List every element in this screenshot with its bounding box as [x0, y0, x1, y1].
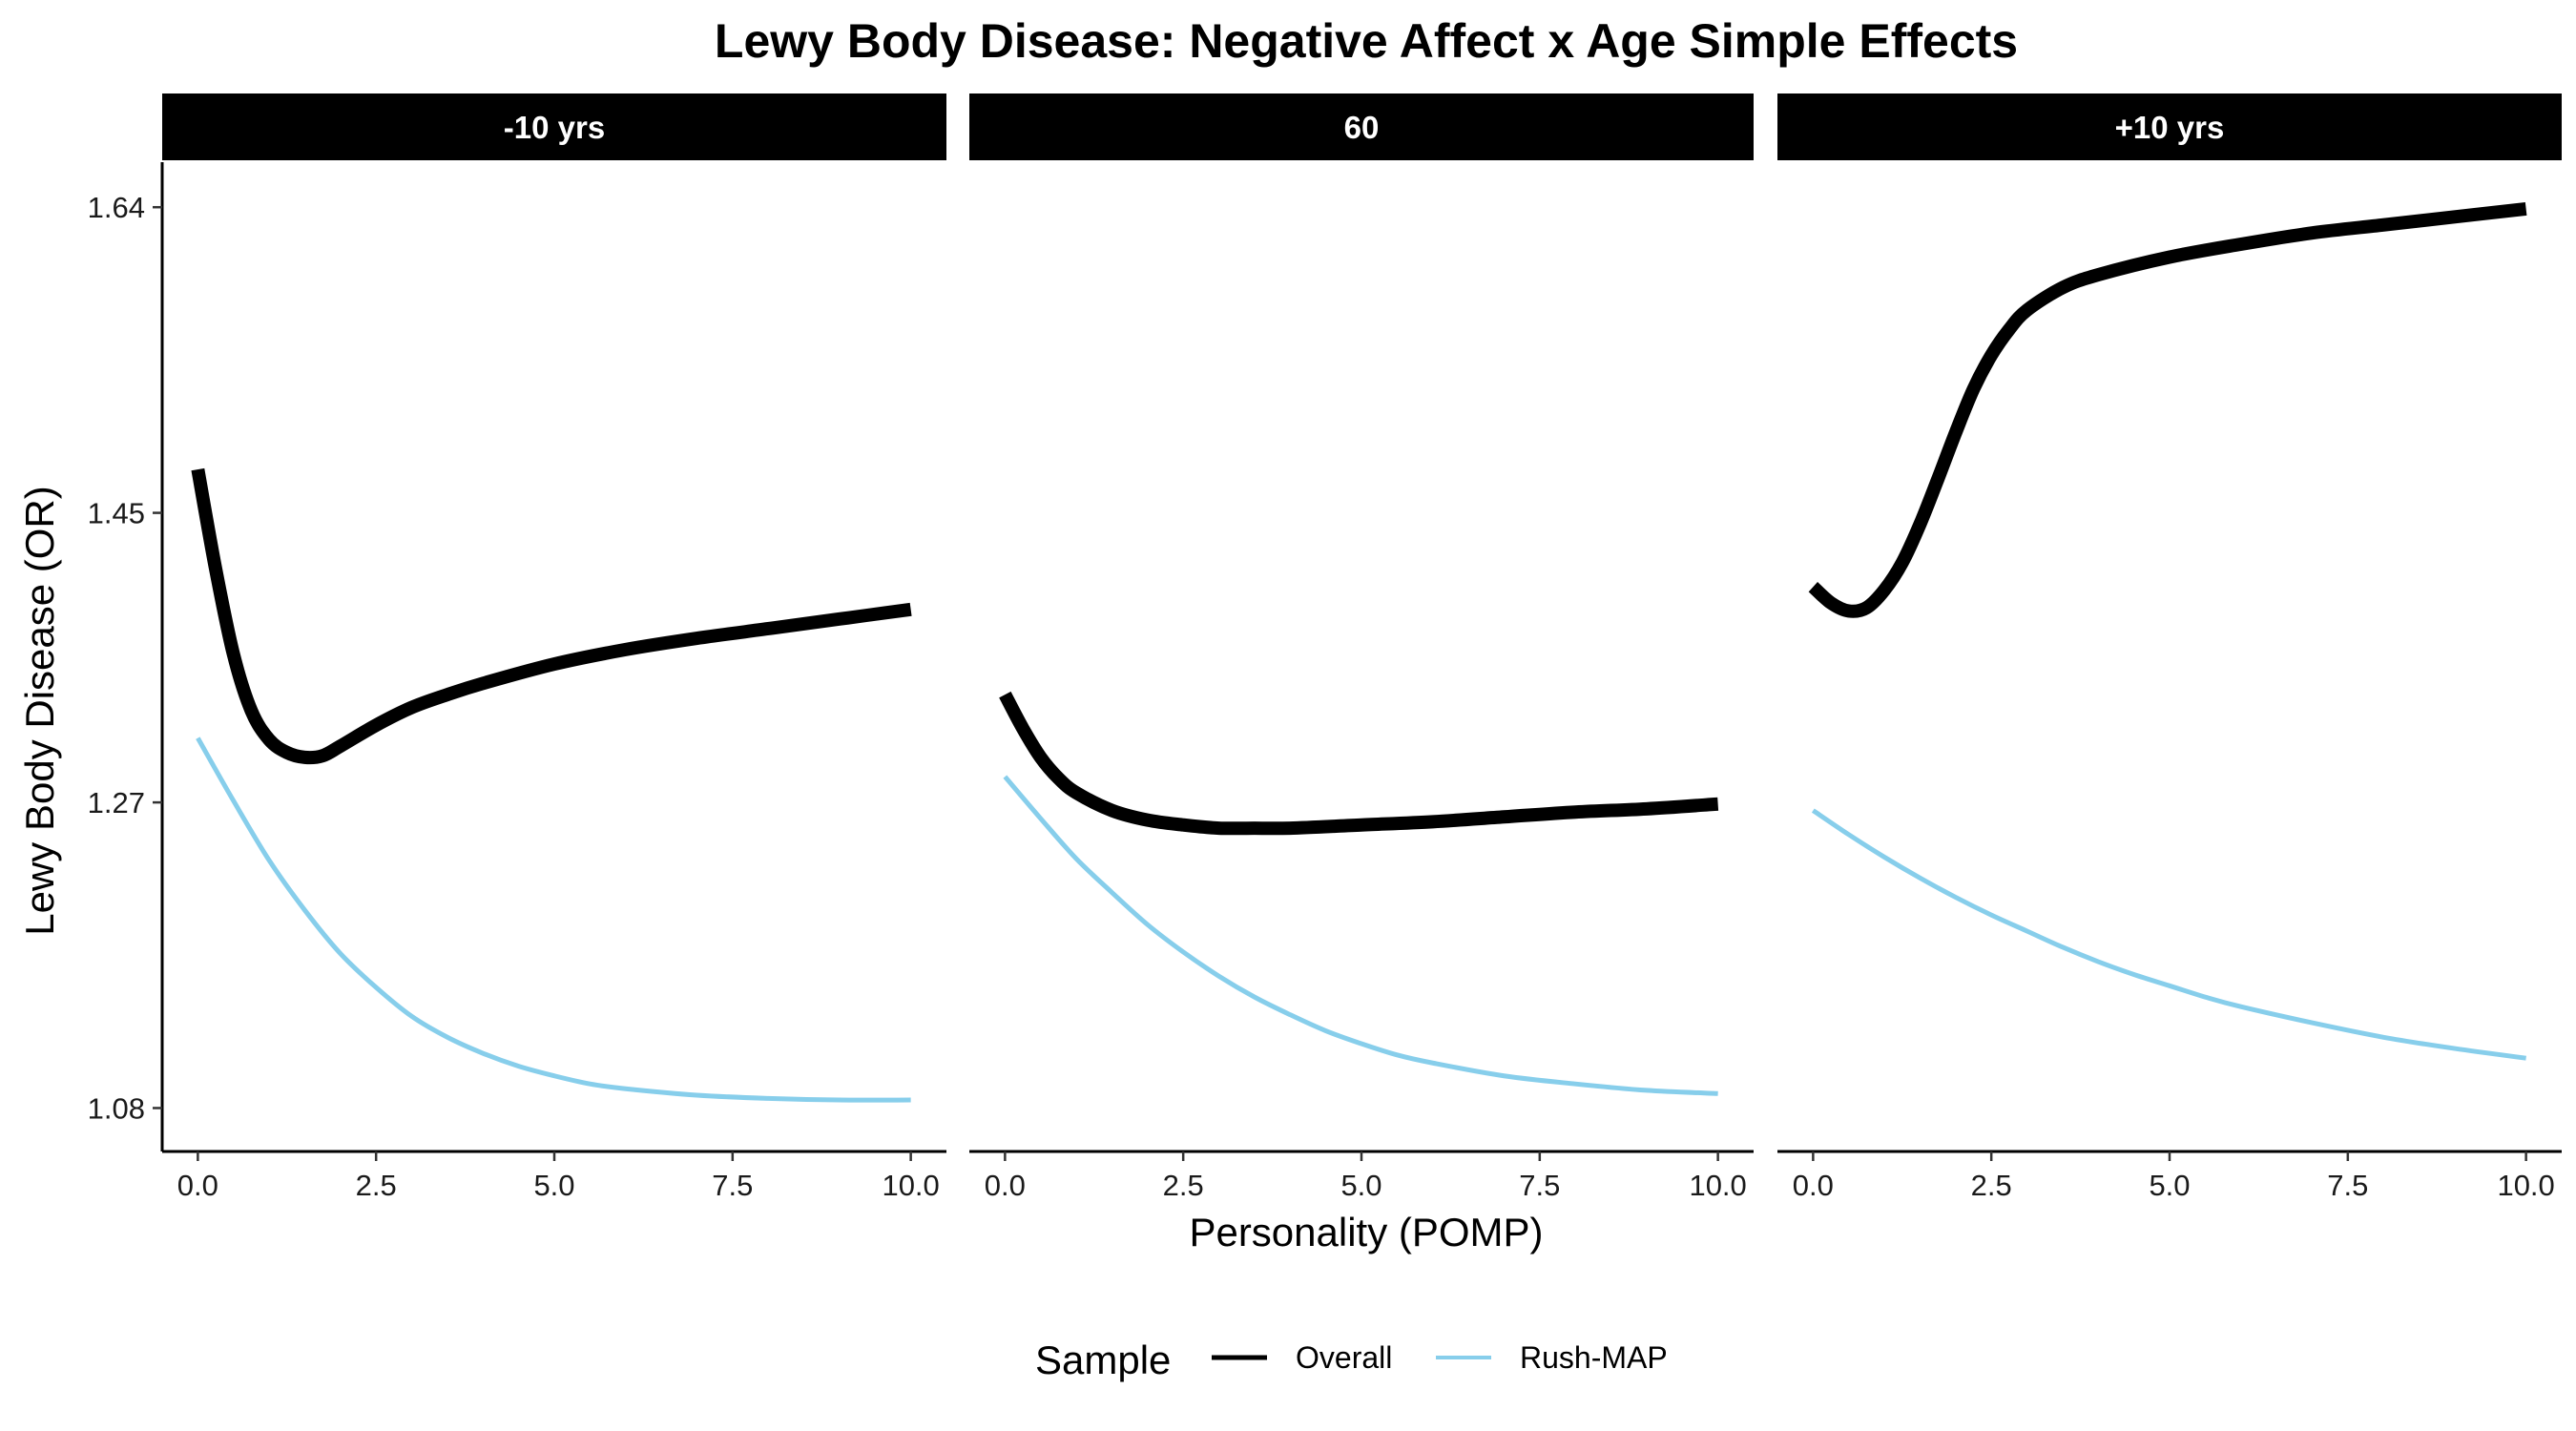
x-tick-label: 2.5 [356, 1169, 397, 1202]
series-line-rush-map [196, 736, 911, 1103]
legend-label-rush-map: Rush-MAP [1520, 1340, 1668, 1375]
x-tick-label: 5.0 [2149, 1169, 2190, 1202]
series-line-rush-map [1003, 775, 1718, 1096]
series-line-overall [1808, 201, 2527, 618]
y-tick-label: 1.64 [88, 191, 145, 224]
facet-panels: -10 yrs 0.0 2.5 5.0 7.5 10.0 1.08 1.27 1.45 1.64 6… [88, 93, 2562, 1202]
x-tick-label: 2.5 [1163, 1169, 1204, 1202]
y-axis-title: Lewy Body Disease (OR) [17, 486, 62, 936]
facet-strip [162, 93, 946, 160]
x-tick-label: 10.0 [2497, 1169, 2554, 1202]
series-line-overall [191, 467, 912, 765]
x-tick-label: 7.5 [712, 1169, 753, 1202]
x-tick-label: 0.0 [1793, 1169, 1834, 1202]
x-axis-title: Personality (POMP) [1189, 1210, 1543, 1255]
series-line-rush-map [1811, 808, 2526, 1061]
y-tick-label: 1.27 [88, 786, 145, 819]
y-tick-label: 1.45 [88, 497, 145, 530]
facet-panel: -10 yrs 0.0 2.5 5.0 7.5 10.0 1.08 1.27 1.45 1.64 [88, 93, 946, 1202]
legend-title: Sample [1035, 1338, 1171, 1382]
x-tick-label: 0.0 [985, 1169, 1026, 1202]
x-tick-label: 10.0 [882, 1169, 939, 1202]
x-tick-label: 7.5 [1519, 1169, 1560, 1202]
facet-strip-label: 60 [1344, 110, 1380, 145]
x-tick-label: 7.5 [2327, 1169, 2368, 1202]
facet-strip [969, 93, 1754, 160]
facet-panel: 60 0.0 2.5 5.0 7.5 10.0 [969, 93, 1754, 1202]
series-line-overall [999, 691, 1719, 836]
chart-title: Lewy Body Disease: Negative Affect x Age… [715, 14, 2018, 68]
legend-label-overall: Overall [1296, 1340, 1392, 1375]
facet-strip-label: +10 yrs [2115, 110, 2225, 145]
facet-strip-label: -10 yrs [504, 110, 605, 145]
x-tick-label: 0.0 [177, 1169, 218, 1202]
x-tick-label: 2.5 [1971, 1169, 2012, 1202]
x-tick-label: 5.0 [533, 1169, 574, 1202]
x-tick-label: 5.0 [1340, 1169, 1381, 1202]
facet-strip [1777, 93, 2562, 160]
legend: Sample Overall Rush-MAP [1035, 1338, 1668, 1382]
x-tick-label: 10.0 [1689, 1169, 1746, 1202]
y-tick-label: 1.08 [88, 1091, 145, 1125]
facet-panel: +10 yrs 0.0 2.5 5.0 7.5 10.0 [1777, 93, 2562, 1202]
